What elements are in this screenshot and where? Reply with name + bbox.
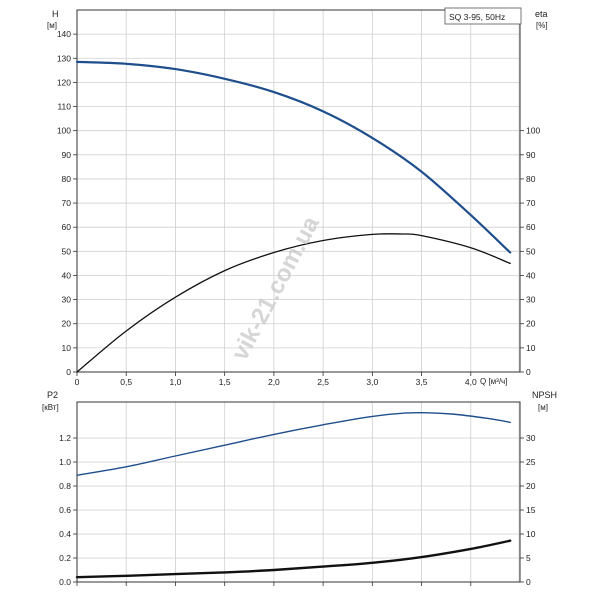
title-box: [444, 7, 522, 25]
left-tick-label: 1.0: [59, 457, 71, 467]
right-tick-label: 0: [526, 367, 531, 377]
right-tick-label: 40: [526, 270, 536, 280]
series-line-1: [76, 411, 511, 476]
power-npsh-plot: 0.0 0.2 0.4 0.6 0.8 1.0 1.2 0 5 10 15 20 25 30: [59, 401, 536, 587]
right-tick-label: 5: [526, 553, 531, 563]
left-tick-label: 130: [57, 53, 71, 63]
watermark: vik-21.com.ua: [226, 211, 325, 364]
right-tick-label: 60: [526, 222, 536, 232]
left-tick-label: 10: [62, 343, 72, 353]
left-tick-label: 50: [62, 246, 72, 256]
p2-axis-label: P2: [47, 390, 58, 400]
npsh-axis-label: NPSH: [532, 390, 557, 400]
left-tick-label: 60: [62, 222, 72, 232]
x-tick-label: 3,0: [366, 377, 378, 387]
right-tick-label: 20: [526, 319, 536, 329]
right-tick-label: 10: [526, 529, 536, 539]
x-tick-label: 4,0: [465, 377, 477, 387]
head-axis-label: H: [52, 9, 59, 19]
p2-axis-unit: [кВт]: [42, 403, 59, 412]
left-tick-label: 0: [66, 367, 71, 377]
left-tick-label: 0.4: [59, 529, 71, 539]
left-tick-label: 80: [62, 174, 72, 184]
right-tick-label: 70: [526, 198, 536, 208]
right-tick-label: 50: [526, 246, 536, 256]
chart-title: SQ 3-95, 50Hz: [449, 12, 505, 22]
plot-frame: [76, 401, 521, 583]
right-tick-label: 80: [526, 174, 536, 184]
right-tick-label: 90: [526, 150, 536, 160]
flow-axis-label: Q [м³/ч]: [480, 377, 507, 386]
x-tick-label: 2,5: [317, 377, 329, 387]
right-tick-label: 10: [526, 343, 536, 353]
eta-axis-label: eta: [535, 9, 548, 19]
head-efficiency-plot: 0 10 20 30 40 50 60 70 80 90 100 110 120 130 140 0 10 20 3…: [57, 9, 540, 387]
x-tick-label: 2,0: [268, 377, 280, 387]
x-tick-label: 1,5: [219, 377, 231, 387]
left-tick-label: 40: [62, 270, 72, 280]
right-tick-label: 0: [526, 577, 531, 587]
left-tick-label: 120: [57, 77, 71, 87]
x-tick-label: 0: [75, 377, 80, 387]
right-tick-label: 30: [526, 433, 536, 443]
x-tick-label: 0,5: [120, 377, 132, 387]
left-tick-label: 140: [57, 29, 71, 39]
left-tick-label: 0.6: [59, 505, 71, 515]
right-tick-label: 25: [526, 457, 536, 467]
x-tick-label: 1,0: [170, 377, 182, 387]
series-line-2: [75, 539, 512, 579]
left-tick-label: 0.0: [59, 577, 71, 587]
series-line-2: [76, 233, 511, 373]
head-axis-unit: [м]: [47, 21, 57, 30]
left-tick-label: 100: [57, 126, 71, 136]
series-line-1: [75, 60, 512, 254]
left-tick-label: 70: [62, 198, 72, 208]
plot-frame: [76, 9, 521, 373]
right-tick-label: 30: [526, 295, 536, 305]
left-tick-label: 30: [62, 295, 72, 305]
left-tick-label: 0.2: [59, 553, 71, 563]
right-tick-label: 20: [526, 481, 536, 491]
eta-axis-unit: [%]: [536, 21, 548, 30]
left-tick-label: 90: [62, 150, 72, 160]
right-tick-label: 15: [526, 505, 536, 515]
left-tick-label: 20: [62, 319, 72, 329]
npsh-axis-unit: [м]: [538, 403, 548, 412]
right-tick-label: 100: [526, 126, 540, 136]
left-tick-label: 0.8: [59, 481, 71, 491]
x-tick-label: 3,5: [416, 377, 428, 387]
left-tick-label: 110: [57, 102, 71, 112]
left-tick-label: 1.2: [59, 433, 71, 443]
